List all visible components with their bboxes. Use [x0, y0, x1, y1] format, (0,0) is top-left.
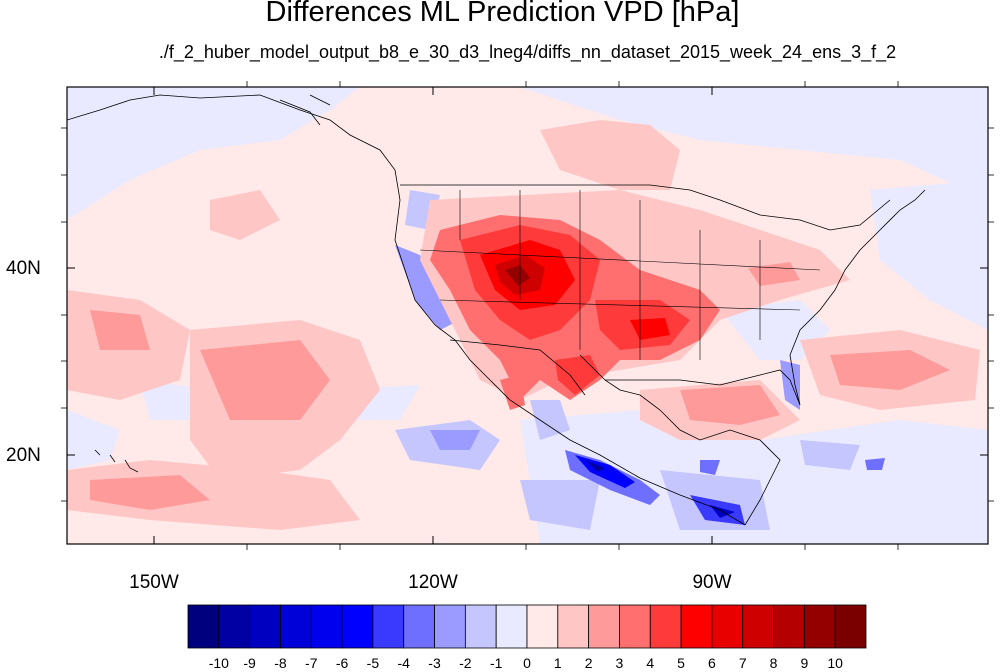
colorbar-tick-label: 8 [769, 655, 778, 671]
colorbar-swatch [372, 604, 405, 649]
colorbar-tick-label: -7 [305, 655, 318, 671]
lon-label-90w: 90W [692, 572, 732, 593]
colorbar-tick-label: -5 [366, 655, 380, 671]
salmon-central-pacific [200, 340, 330, 420]
colorbar-swatch [649, 604, 682, 649]
pale-blue-northeast [870, 180, 988, 330]
colorbar [187, 604, 867, 649]
vpd-difference-field [67, 87, 988, 544]
colorbar-swatch [588, 604, 620, 649]
colorbar-tick-label: 5 [677, 655, 685, 671]
colorbar-tick-label: -10 [208, 655, 229, 671]
colorbar-tick-label: 2 [584, 655, 593, 671]
colorbar-tick-label: -6 [335, 655, 349, 671]
colorbar-tick-label: 3 [615, 655, 624, 671]
map-frame [66, 86, 989, 545]
colorbar-tick-label: 10 [827, 655, 843, 671]
colorbar-swatch [834, 604, 867, 649]
colorbar-tick-label: -1 [489, 655, 503, 671]
colorbar-tick-label: 0 [523, 655, 531, 671]
colorbar-swatch [495, 604, 528, 649]
colorbar-swatch [249, 604, 281, 649]
colorbar-tick-label: 9 [800, 655, 809, 671]
colorbar-swatch [773, 604, 805, 649]
colorbar-tick-label: -9 [243, 655, 256, 671]
canada-us-border [400, 184, 891, 231]
pacific-coastline [67, 94, 746, 526]
colorbar-tick-label: 4 [646, 655, 655, 671]
blue-california-coast [395, 245, 460, 330]
colorbar-swatch [619, 604, 651, 649]
lat-label-40n: 40N [6, 258, 41, 279]
minor-ticks [61, 81, 994, 550]
map-ticks [67, 87, 988, 544]
atlantic-gulf-coastline [605, 189, 926, 406]
colorbar-swatch [218, 604, 251, 649]
colorbar-swatch [464, 604, 497, 649]
colorbar-swatch [711, 604, 744, 649]
colorbar-tick-label: -8 [274, 655, 287, 671]
colorbar-swatch [341, 604, 374, 649]
colorbar-swatch [803, 604, 836, 649]
colorbar-swatch [526, 604, 559, 649]
map-subtitle: ./f_2_huber_model_output_b8_e_30_d3_lneg… [158, 42, 897, 62]
pale-blue-canada [520, 87, 988, 200]
lon-label-150w: 150W [129, 572, 179, 593]
pink-canada [540, 120, 680, 190]
lon-label-120w: 120W [408, 572, 458, 593]
colorbar-tick-label: -3 [428, 655, 441, 671]
pale-blue-hawaii [67, 410, 120, 470]
colorbar-swatch [557, 604, 590, 649]
lat-label-20n: 20N [6, 445, 41, 466]
colorbar-swatch [310, 604, 343, 649]
pale-blue-north-pacific [67, 87, 360, 220]
map-outlines [67, 94, 926, 526]
map-title: Differences ML Prediction VPD [hPa] [265, 0, 740, 28]
colorbar-tick-label: -4 [397, 655, 410, 671]
colorbar-swatch [403, 604, 435, 649]
state-borders [419, 190, 821, 360]
mexico-us-border [449, 339, 586, 396]
colorbar-tick-label: 7 [738, 655, 747, 671]
colorbar-swatch [680, 604, 713, 649]
colorbar-tick-label: -2 [459, 655, 472, 671]
colorbar-swatch [280, 604, 312, 649]
colorbar-swatch [742, 604, 774, 649]
colorbar-swatch [187, 604, 220, 649]
colorbar-tick-label: 1 [553, 655, 562, 671]
pale-blue-tropics [520, 410, 988, 544]
hawaii-islands [94, 449, 139, 473]
colorbar-swatch [434, 604, 466, 649]
colorbar-tick-label: 6 [708, 655, 716, 671]
